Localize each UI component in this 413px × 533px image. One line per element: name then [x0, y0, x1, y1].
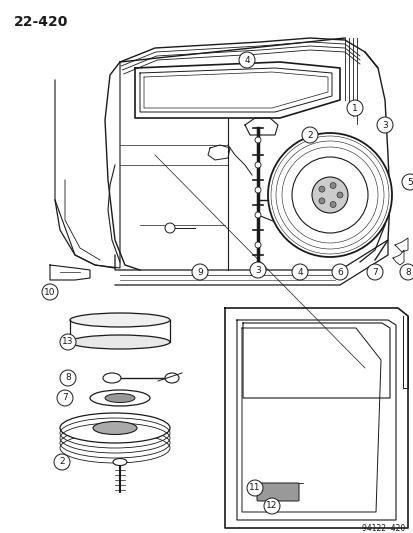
Circle shape	[254, 137, 260, 143]
Text: 4: 4	[244, 55, 249, 64]
Text: 3: 3	[254, 265, 260, 274]
Circle shape	[311, 177, 347, 213]
Circle shape	[329, 201, 335, 207]
Circle shape	[346, 100, 362, 116]
Circle shape	[60, 334, 76, 350]
Text: 3: 3	[381, 120, 387, 130]
Circle shape	[254, 242, 260, 248]
Ellipse shape	[90, 390, 150, 406]
Circle shape	[247, 480, 262, 496]
Ellipse shape	[105, 393, 135, 402]
Text: 10: 10	[44, 287, 56, 296]
Circle shape	[238, 52, 254, 68]
Ellipse shape	[165, 373, 178, 383]
Text: 94122  420: 94122 420	[361, 524, 404, 533]
Circle shape	[254, 265, 260, 271]
Text: 13: 13	[62, 337, 74, 346]
Ellipse shape	[60, 413, 170, 443]
FancyBboxPatch shape	[256, 483, 298, 501]
Ellipse shape	[93, 422, 137, 434]
Circle shape	[318, 186, 324, 192]
Text: 1: 1	[351, 103, 357, 112]
Circle shape	[254, 187, 260, 193]
Text: 6: 6	[336, 268, 342, 277]
Circle shape	[254, 212, 260, 218]
Circle shape	[267, 133, 391, 257]
Text: 7: 7	[62, 393, 68, 402]
Circle shape	[54, 454, 70, 470]
Circle shape	[254, 162, 260, 168]
Ellipse shape	[113, 458, 127, 465]
Circle shape	[42, 284, 58, 300]
Circle shape	[301, 127, 317, 143]
Circle shape	[401, 174, 413, 190]
Circle shape	[165, 223, 175, 233]
Text: 4: 4	[297, 268, 302, 277]
Text: 5: 5	[406, 177, 412, 187]
Circle shape	[331, 264, 347, 280]
Circle shape	[57, 390, 73, 406]
Ellipse shape	[103, 373, 121, 383]
Ellipse shape	[70, 313, 170, 327]
Circle shape	[268, 504, 276, 512]
Circle shape	[249, 262, 266, 278]
Circle shape	[291, 264, 307, 280]
Text: 9: 9	[197, 268, 202, 277]
Circle shape	[376, 117, 392, 133]
Text: 22-420: 22-420	[14, 15, 68, 29]
Circle shape	[318, 198, 324, 204]
Circle shape	[336, 192, 342, 198]
Circle shape	[263, 498, 279, 514]
Circle shape	[399, 264, 413, 280]
Text: 2: 2	[59, 457, 65, 466]
Circle shape	[291, 157, 367, 233]
Circle shape	[192, 264, 207, 280]
Text: 8: 8	[404, 268, 410, 277]
Text: 8: 8	[65, 374, 71, 383]
Circle shape	[366, 264, 382, 280]
Text: 12: 12	[266, 502, 277, 511]
Circle shape	[60, 370, 76, 386]
Ellipse shape	[70, 335, 170, 349]
Text: 7: 7	[371, 268, 377, 277]
Circle shape	[329, 182, 335, 189]
Text: 11: 11	[249, 483, 260, 492]
Text: 2: 2	[306, 131, 312, 140]
